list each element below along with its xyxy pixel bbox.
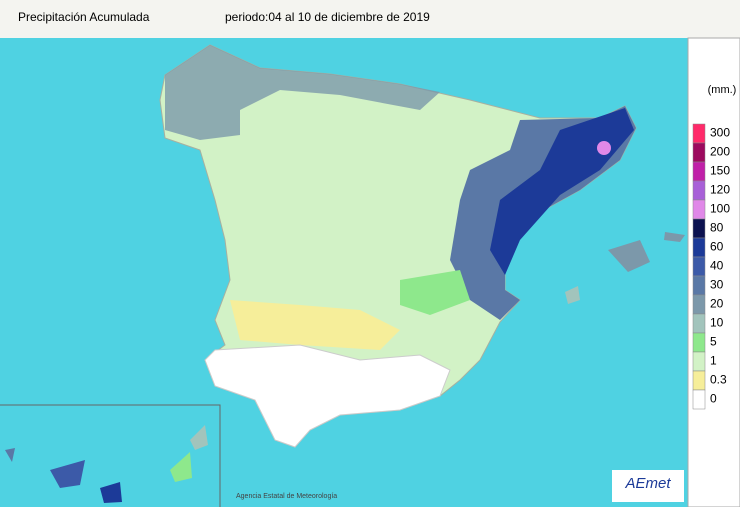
legend-swatch: [692, 332, 706, 353]
north-rain: [165, 45, 440, 140]
title: Precipitación Acumulada: [18, 10, 150, 24]
mallorca: [608, 240, 650, 272]
inset-border: [0, 404, 221, 507]
legend-label: 100: [710, 202, 730, 216]
island: [50, 460, 85, 488]
legend: 300 200 150 120 100 80 60 40 30 20 10 5 1 0.3 0: [692, 123, 730, 410]
legend-swatch: [692, 142, 706, 163]
island: [190, 425, 208, 450]
legend-label: 0: [710, 392, 717, 406]
legend-swatch: [692, 123, 706, 144]
legend-swatch: [692, 370, 706, 391]
credit: Agencia Estatal de Meteorología: [236, 493, 337, 500]
menorca: [664, 232, 685, 242]
green-patch: [400, 270, 470, 315]
legend-swatch: [692, 351, 706, 372]
legend-label: 20: [710, 297, 724, 311]
island: [5, 448, 15, 462]
ibiza: [565, 286, 580, 304]
legend-label: 60: [710, 240, 724, 254]
legend-label: 80: [710, 221, 724, 235]
logo: AEmet: [624, 475, 671, 492]
legend-unit: (mm.): [708, 84, 737, 96]
island: [100, 482, 122, 503]
legend-swatch: [692, 313, 706, 334]
legend-label: 40: [710, 259, 724, 273]
legend-swatch: [692, 199, 706, 220]
island: [170, 452, 192, 482]
legend-label: 10: [710, 316, 724, 330]
legend-swatch: [692, 218, 706, 239]
legend-label: 0.3: [710, 373, 727, 387]
legend-swatch: [692, 389, 706, 410]
peak: [597, 141, 611, 155]
legend-label: 1: [710, 354, 717, 368]
legend-label: 200: [710, 145, 730, 159]
legend-swatch: [692, 237, 706, 258]
south-dry: [204, 344, 451, 448]
legend-swatch: [692, 294, 706, 315]
logo-box: [612, 470, 684, 502]
legend-swatch: [692, 275, 706, 296]
legend-label: 30: [710, 278, 724, 292]
legend-swatch: [692, 180, 706, 201]
legend-swatch: [692, 256, 706, 277]
legend-label: 300: [710, 126, 730, 140]
legend-swatch: [692, 161, 706, 182]
yellow-patch: [230, 300, 400, 350]
legend-label: 5: [710, 335, 717, 349]
legend-label: 120: [710, 183, 730, 197]
period: periodo:04 al 10 de diciembre de 2019: [225, 10, 430, 24]
legend-label: 150: [710, 164, 730, 178]
